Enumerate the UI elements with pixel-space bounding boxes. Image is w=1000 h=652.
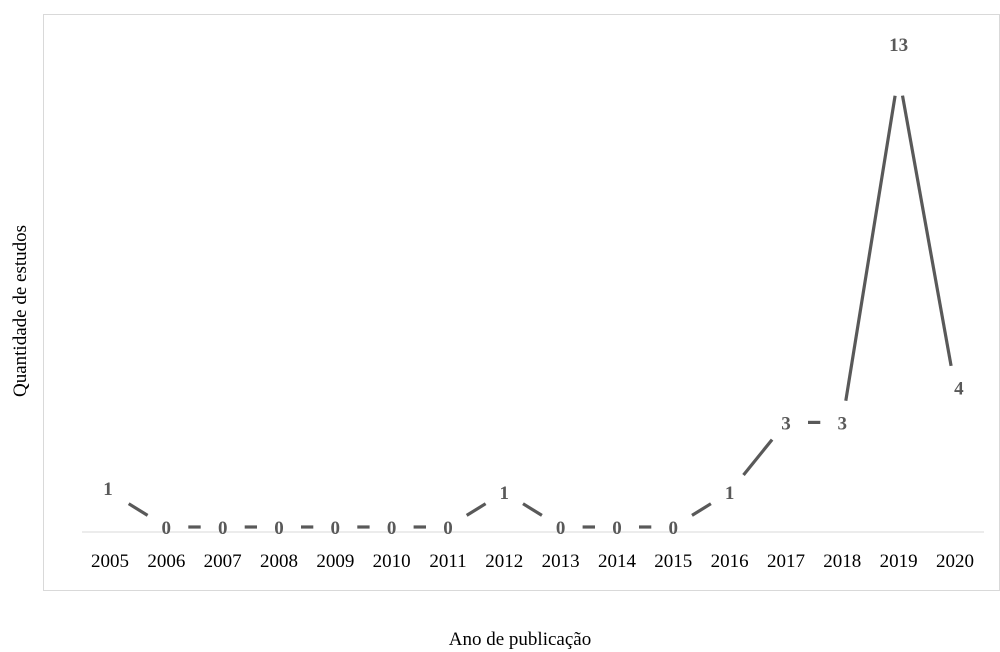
- line-segment: [522, 502, 543, 517]
- data-label: 0: [162, 518, 172, 539]
- data-label: 0: [443, 518, 453, 539]
- data-label: 0: [274, 518, 284, 539]
- chart-area-border: [43, 14, 1000, 591]
- line-segment: [900, 95, 953, 367]
- data-label: 13: [889, 35, 908, 56]
- x-tick-label: 2015: [654, 551, 692, 572]
- line-segment: [742, 438, 774, 477]
- line-segment: [691, 502, 712, 517]
- x-tick-labels: 2005 2006 2007 2008 2009 2010 2011 2012 2013 2014…: [91, 551, 974, 572]
- data-label: 0: [612, 518, 622, 539]
- data-label: 0: [218, 518, 228, 539]
- line-segment: [465, 502, 487, 517]
- data-label: 1: [725, 483, 735, 504]
- x-tick-label: 2014: [598, 551, 637, 572]
- y-axis-title: Quantidade de estudos: [10, 225, 31, 397]
- x-tick-label: 2007: [204, 551, 242, 572]
- x-tick-label: 2018: [823, 551, 861, 572]
- data-label: 4: [954, 379, 964, 400]
- x-tick-label: 2020: [936, 551, 974, 572]
- data-label: 1: [500, 483, 510, 504]
- x-tick-label: 2012: [485, 551, 523, 572]
- x-tick-label: 2011: [429, 551, 466, 572]
- x-tick-label: 2005: [91, 551, 129, 572]
- line-segment: [844, 95, 897, 401]
- data-label: 1: [103, 479, 113, 500]
- data-label: 0: [387, 518, 397, 539]
- data-label: 3: [781, 413, 791, 434]
- x-tick-label: 2016: [711, 551, 749, 572]
- x-tick-label: 2019: [880, 551, 918, 572]
- data-label: 0: [669, 518, 679, 539]
- series-layer: [127, 95, 953, 529]
- x-tick-label: 2009: [316, 551, 354, 572]
- data-label: 0: [331, 518, 341, 539]
- x-tick-label: 2006: [147, 551, 185, 572]
- x-tick-label: 2008: [260, 551, 298, 572]
- data-label: 0: [556, 518, 566, 539]
- line-segment: [127, 502, 149, 517]
- x-tick-label: 2017: [767, 551, 805, 572]
- x-axis-title: Ano de publicação: [449, 629, 591, 650]
- x-tick-label: 2013: [542, 551, 580, 572]
- x-tick-label: 2010: [373, 551, 411, 572]
- data-label: 3: [838, 413, 848, 434]
